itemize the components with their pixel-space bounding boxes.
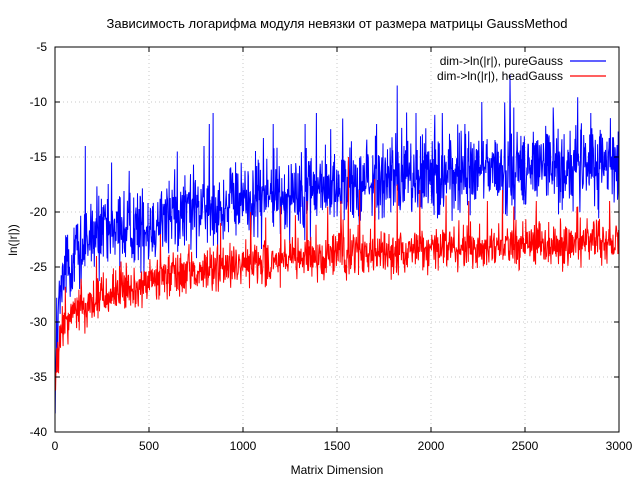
x-tick-label: 0: [52, 439, 59, 453]
x-tick-label: 1500: [324, 439, 351, 453]
series-line-pureGauss: [54, 74, 620, 414]
legend-label-pureGauss: dim->ln(|r|), pureGauss: [440, 54, 563, 68]
legend: dim->ln(|r|), pureGauss dim->ln(|r|), he…: [437, 54, 606, 83]
x-tick-label: 2000: [418, 439, 445, 453]
y-tick-label: -30: [30, 315, 48, 329]
y-tick-label: -25: [30, 260, 48, 274]
x-tick-label: 2500: [512, 439, 539, 453]
series-group: [54, 74, 620, 414]
y-tick-label: -20: [30, 205, 48, 219]
y-tick-label: -15: [30, 150, 48, 164]
x-tick-label: 500: [139, 439, 159, 453]
series-line-headGauss: [54, 156, 620, 391]
y-tick-label: -40: [30, 425, 48, 439]
axis-ticks: 0 500 1000 1500 2000 2500 3000 -40 -35 -30 -25 -20 -…: [30, 40, 633, 453]
x-axis-label: Matrix Dimension: [291, 463, 384, 477]
chart-title: Зависимость логарифма модуля невязки от …: [107, 16, 568, 31]
y-tick-label: -10: [30, 95, 48, 109]
y-axis-label: ln(|r|)): [6, 224, 20, 256]
y-tick-label: -5: [36, 40, 47, 54]
grid-lines: [55, 47, 619, 432]
x-tick-label: 3000: [606, 439, 633, 453]
x-tick-label: 1000: [230, 439, 257, 453]
y-tick-label: -35: [30, 370, 48, 384]
legend-label-headGauss: dim->ln(|r|), headGauss: [437, 69, 563, 83]
